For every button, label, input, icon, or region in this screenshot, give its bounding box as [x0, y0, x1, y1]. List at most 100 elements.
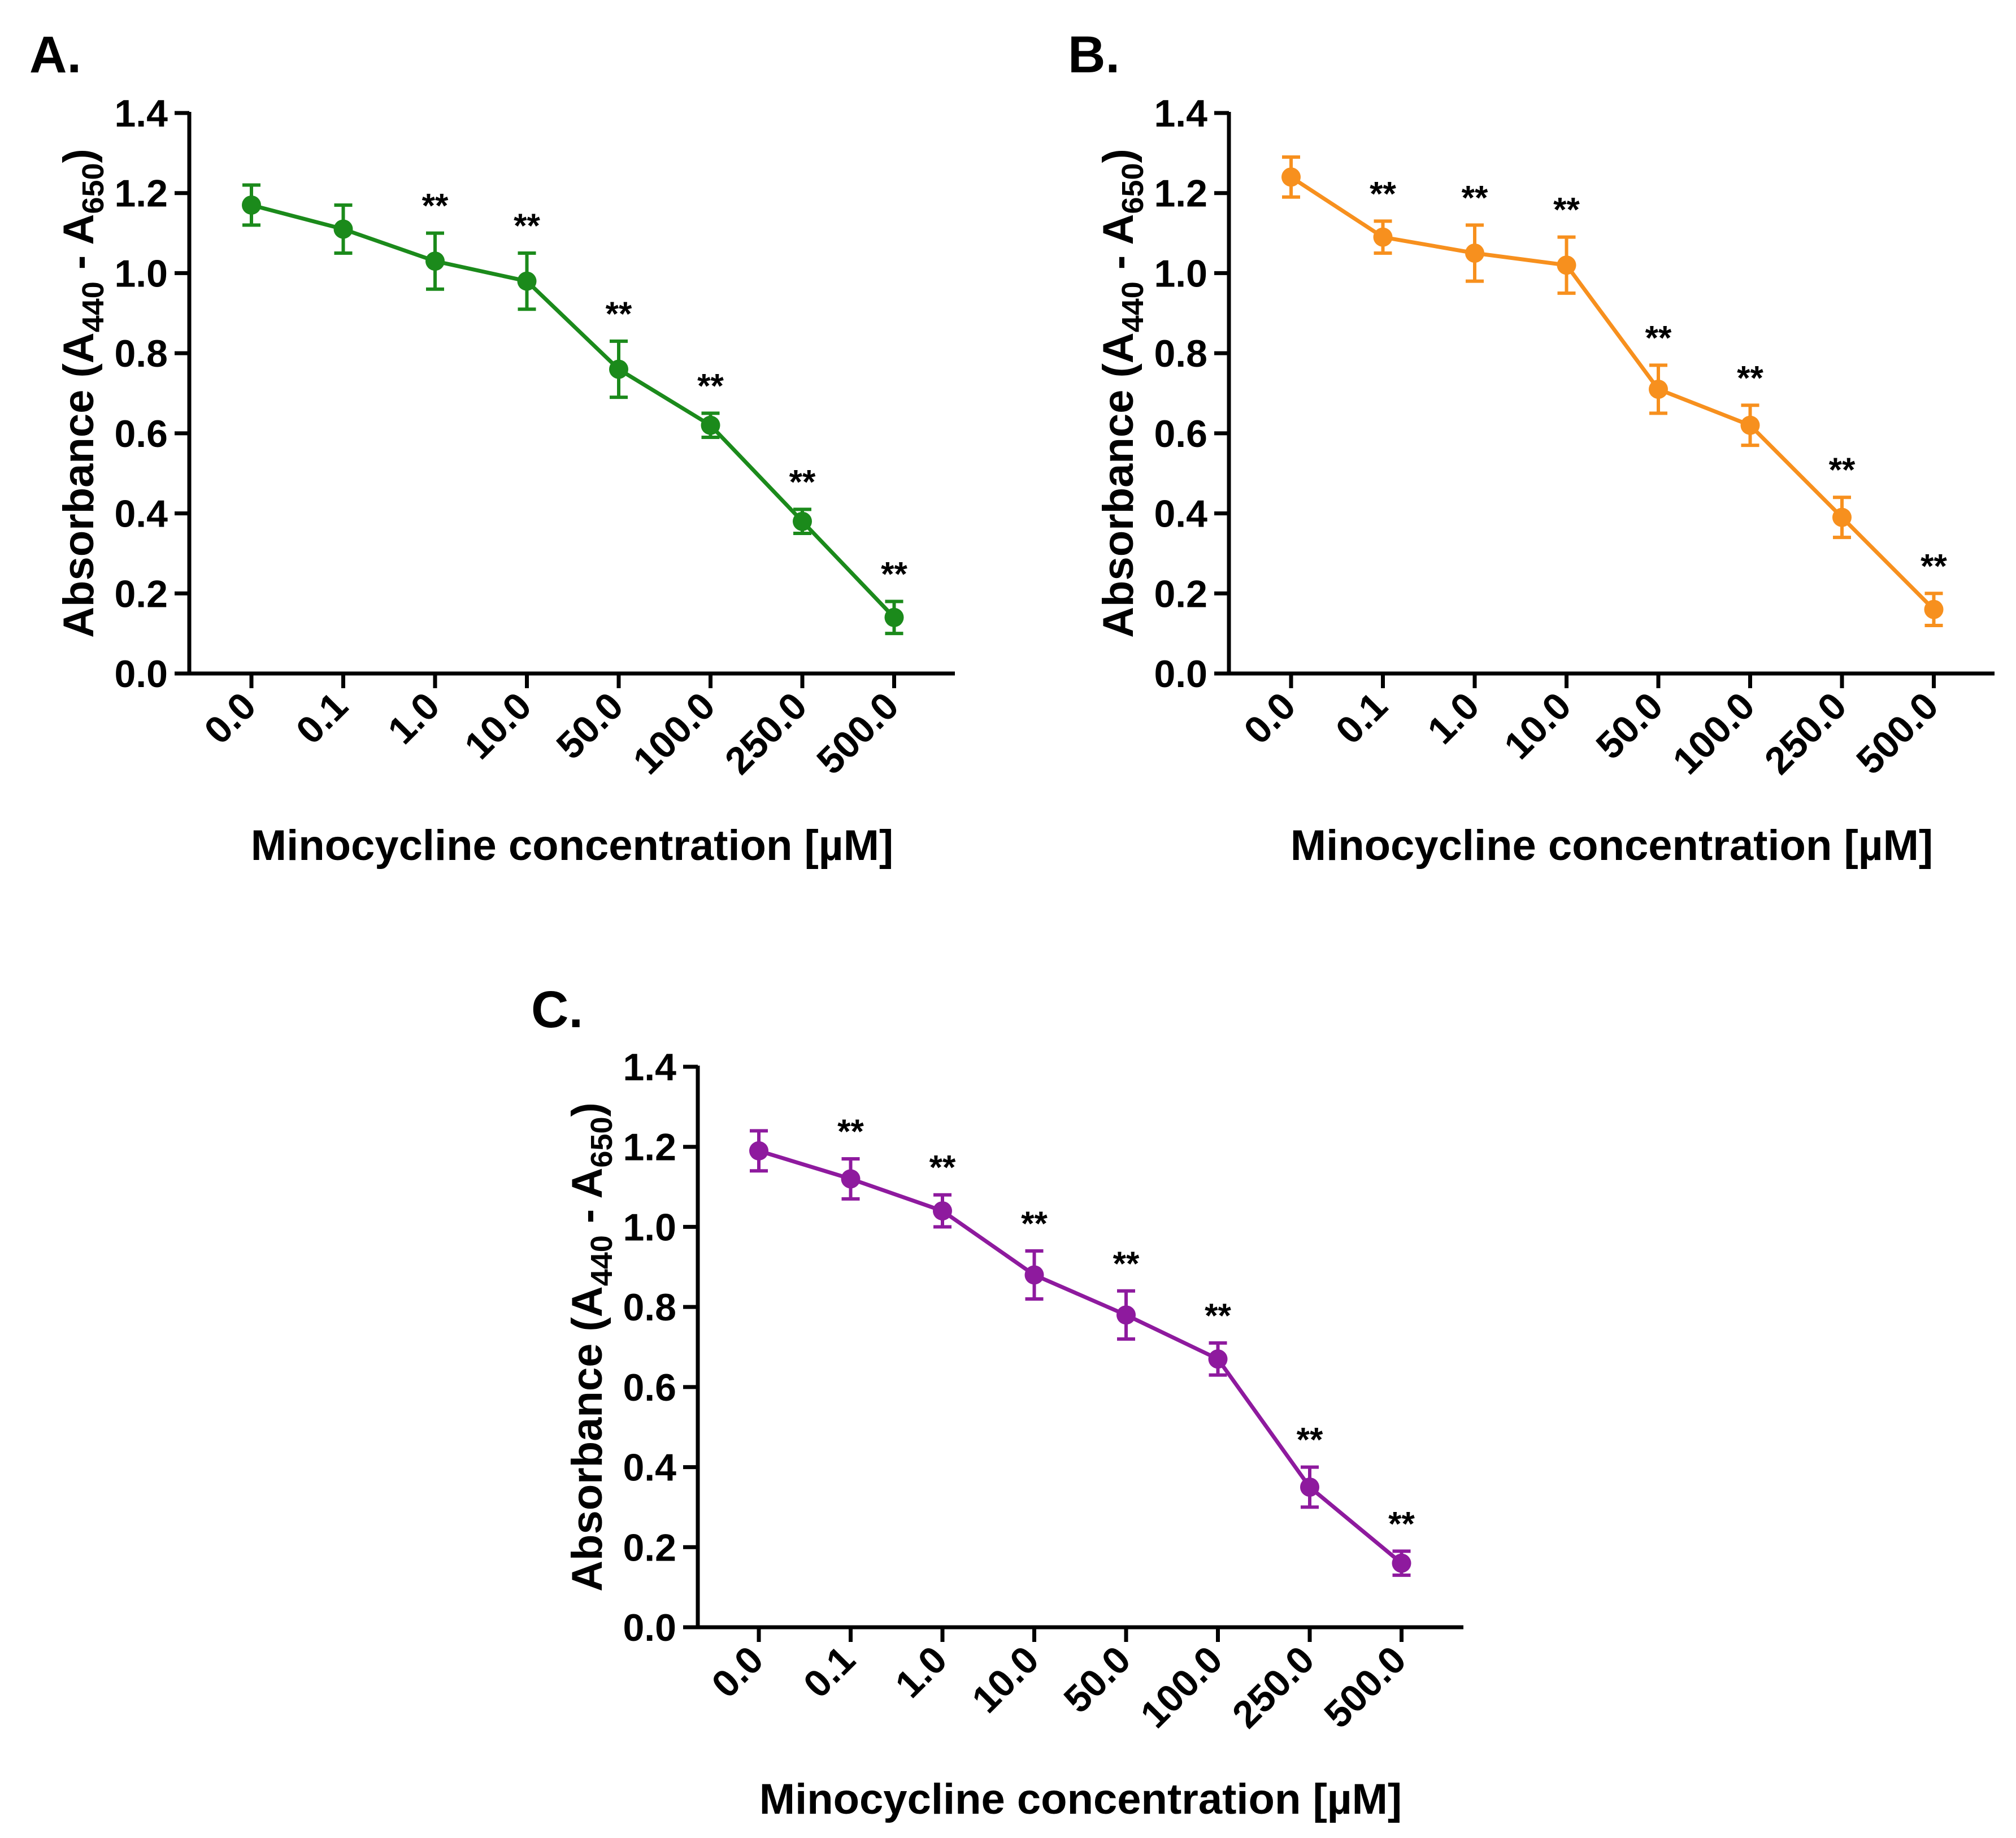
x-tick-label: 1.0	[887, 1638, 955, 1706]
y-axis-title: Absorbance (A440 - A650)	[1094, 149, 1150, 638]
panel-b: B.0.00.20.40.60.81.01.21.40.0 0.1 1.0 10.0 5…	[1068, 26, 1995, 870]
y-axis-title-main: Absorbance (A	[55, 332, 103, 638]
significance-marker: **	[422, 187, 449, 225]
x-tick-label: 1.0	[1419, 684, 1488, 753]
y-axis-title-sub2: 650	[76, 163, 110, 214]
y-axis-title-sub2: 650	[1116, 163, 1150, 214]
data-point	[841, 1169, 861, 1189]
series-line	[251, 203, 896, 619]
x-tick-label: 250.0	[1224, 1638, 1323, 1736]
y-axis-title-end: )	[1094, 149, 1142, 163]
y-tick-label: 0.2	[623, 1526, 676, 1569]
y-axis-title-mid: - A	[563, 1168, 611, 1236]
x-axis-title: Minocycline concentration [µM]	[251, 822, 893, 870]
significance-marker: **	[1205, 1297, 1231, 1335]
y-axis-title: Absorbance (A440 - A650)	[563, 1102, 619, 1592]
x-tick-label: 50.0	[1588, 684, 1671, 767]
significance-marker: **	[837, 1113, 864, 1150]
data-point	[1924, 599, 1944, 619]
x-tick-label: 0.0	[703, 1638, 772, 1706]
panel-label: B.	[1068, 26, 1120, 84]
series-line	[758, 1149, 1403, 1565]
x-tick-label: 0.1	[288, 684, 357, 753]
y-tick-label: 1.2	[1154, 172, 1207, 215]
y-tick-label: 0.0	[114, 653, 168, 696]
y-axis-title-mid: - A	[1094, 214, 1142, 282]
data-point	[884, 607, 904, 627]
significance-marker: **	[1737, 359, 1763, 397]
y-axis-title-sub1: 440	[76, 281, 110, 332]
x-tick-label: 10.0	[1496, 684, 1579, 767]
data-point	[793, 511, 812, 531]
y-tick-label: 0.0	[623, 1606, 676, 1649]
data-point	[242, 195, 261, 215]
data-point	[1373, 227, 1393, 247]
data-point	[1649, 379, 1668, 399]
y-axis-title-sub1: 440	[585, 1235, 619, 1286]
y-tick-label: 0.4	[623, 1446, 676, 1489]
y-axis-title-end: )	[563, 1102, 611, 1116]
data-point	[333, 219, 353, 239]
x-tick-label: 0.0	[1236, 684, 1304, 753]
x-tick-label: 1.0	[380, 684, 448, 753]
x-axis-title: Minocycline concentration [µM]	[759, 1775, 1402, 1823]
data-point	[1392, 1553, 1411, 1573]
x-tick-label: 500.0	[1848, 684, 1947, 783]
y-tick-label: 1.4	[623, 1046, 676, 1089]
y-tick-label: 0.4	[1154, 493, 1207, 536]
y-tick-label: 1.2	[114, 172, 168, 215]
x-tick-label: 50.0	[1055, 1638, 1139, 1721]
y-axis-title-sub2: 650	[585, 1116, 619, 1167]
y-axis-title: Absorbance (A440 - A650)	[55, 149, 110, 638]
significance-marker: **	[1645, 319, 1672, 357]
data-point	[1208, 1349, 1228, 1369]
significance-marker: **	[1553, 191, 1580, 229]
y-tick-label: 0.6	[114, 412, 168, 455]
data-point	[1024, 1265, 1044, 1285]
y-tick-label: 0.8	[114, 332, 168, 375]
significance-marker: **	[1829, 451, 1856, 489]
data-point	[609, 359, 628, 379]
x-tick-label: 500.0	[809, 684, 907, 783]
significance-marker: **	[1370, 175, 1396, 212]
y-axis-title-end: )	[55, 149, 103, 163]
data-point	[701, 415, 720, 435]
y-tick-label: 1.0	[114, 252, 168, 295]
panel-a: A.0.00.20.40.60.81.01.21.40.0 0.1 1.0 10.0 5…	[29, 26, 955, 870]
x-tick-label: 10.0	[964, 1638, 1047, 1721]
y-axis-title-main: Absorbance (A	[1094, 332, 1142, 638]
significance-marker: **	[1921, 547, 1947, 585]
data-point	[1832, 507, 1852, 527]
significance-marker: **	[789, 463, 816, 501]
significance-marker: **	[1113, 1245, 1140, 1283]
x-tick-label: 250.0	[717, 684, 815, 783]
x-tick-label: 250.0	[1757, 684, 1855, 783]
data-point	[517, 271, 537, 291]
x-tick-label: 100.0	[1665, 684, 1763, 783]
x-tick-label: 100.0	[625, 684, 723, 783]
significance-marker: **	[697, 367, 724, 405]
y-axis-title-sub1: 440	[1116, 281, 1150, 332]
y-axis-title-main: Absorbance (A	[563, 1286, 611, 1592]
y-tick-label: 0.6	[623, 1366, 676, 1409]
significance-marker: **	[514, 207, 540, 245]
x-tick-label: 10.0	[457, 684, 540, 767]
significance-marker: **	[606, 295, 632, 333]
x-axis-title: Minocycline concentration [µM]	[1291, 822, 1933, 870]
y-tick-label: 0.6	[1154, 412, 1207, 455]
data-point	[1300, 1478, 1319, 1497]
y-tick-label: 1.0	[1154, 252, 1207, 295]
significance-marker: **	[881, 555, 907, 593]
x-tick-label: 0.0	[196, 684, 264, 753]
series-line	[1290, 175, 1935, 611]
data-point	[425, 251, 445, 271]
significance-marker: **	[1388, 1505, 1415, 1542]
x-tick-label: 500.0	[1316, 1638, 1414, 1736]
data-point	[749, 1141, 768, 1161]
y-tick-label: 0.0	[1154, 653, 1207, 696]
data-point	[1116, 1305, 1136, 1325]
significance-marker: **	[1462, 179, 1488, 216]
panel-label: A.	[29, 26, 81, 84]
data-point	[933, 1201, 952, 1221]
